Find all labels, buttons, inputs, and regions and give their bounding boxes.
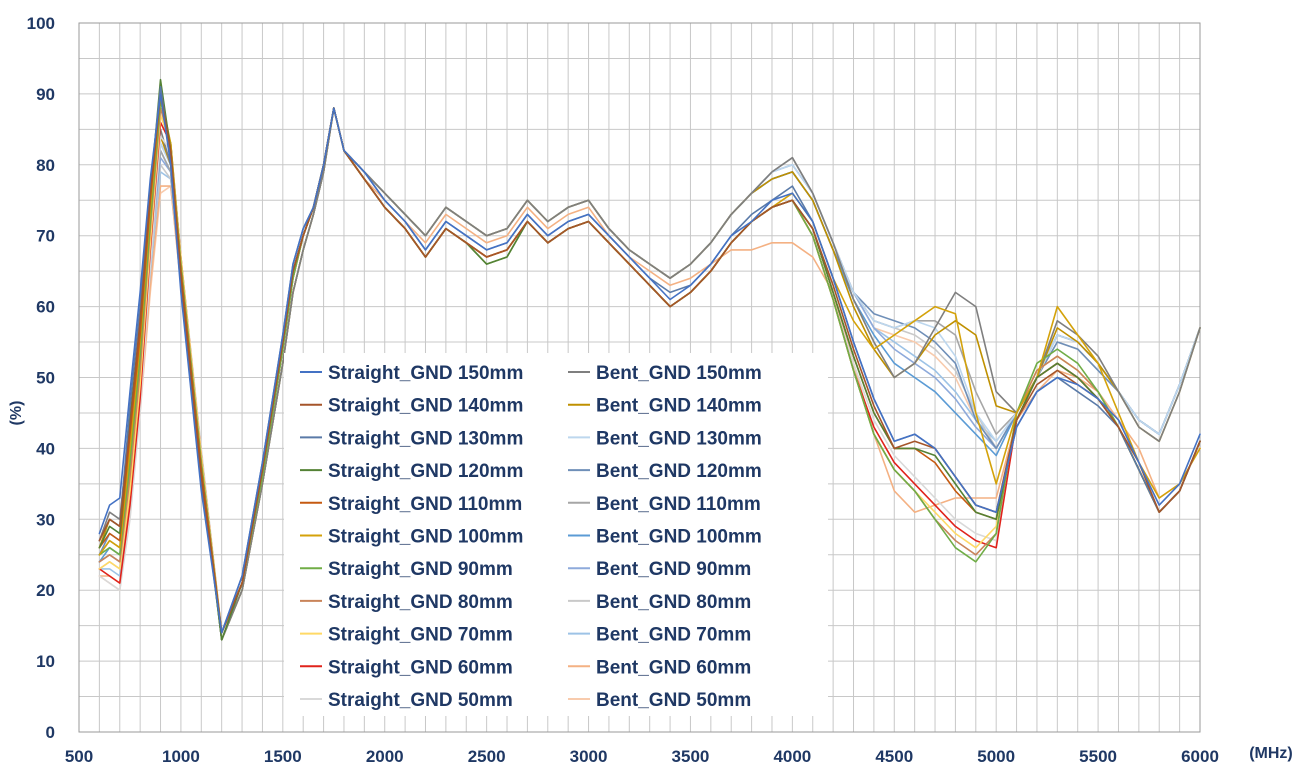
x-tick-label: 2000: [366, 747, 404, 766]
legend-entry: Straight_GND 60mm: [328, 657, 513, 678]
y-tick-label: 80: [36, 156, 55, 175]
y-tick-label: 20: [36, 581, 55, 600]
series-lines: [98, 78, 1201, 641]
x-axis-ticks: 500 1000 1500 2000 2500 3000 3500 4000 4500 5000 5…: [65, 747, 1219, 766]
y-tick-label: 50: [36, 369, 55, 388]
legend-entry: Bent_GND 70mm: [596, 625, 751, 646]
y-tick-label: 90: [36, 85, 55, 104]
legend-entry: Straight_GND 140mm: [328, 396, 523, 417]
x-tick-label: 3000: [570, 747, 608, 766]
x-tick-label: 3500: [672, 747, 710, 766]
x-tick-label: 1500: [264, 747, 302, 766]
legend: Straight_GND 150mm Straight_GND 140mm Stra…: [284, 353, 828, 716]
x-tick-label: 1000: [162, 747, 200, 766]
legend-entry: Straight_GND 50mm: [328, 690, 513, 711]
legend-entry: Straight_GND 70mm: [328, 625, 513, 646]
plot-frame: [78, 22, 1201, 733]
x-tick-label: 4500: [875, 747, 913, 766]
legend-entry: Straight_GND 150mm: [328, 363, 523, 384]
legend-entry: Bent_GND 140mm: [596, 396, 762, 417]
legend-entry: Bent_GND 60mm: [596, 657, 751, 678]
y-tick-label: 0: [46, 723, 55, 742]
legend-box: [284, 353, 828, 716]
legend-entry: Straight_GND 100mm: [328, 527, 523, 548]
legend-entry: Straight_GND 80mm: [328, 592, 513, 613]
legend-entry: Bent_GND 50mm: [596, 690, 751, 711]
series-line: [98, 93, 1201, 634]
y-tick-label: 10: [36, 652, 55, 671]
x-axis-label: (MHz): [1249, 745, 1293, 762]
legend-entry: Bent_GND 110mm: [596, 494, 761, 515]
legend-entry: Bent_GND 90mm: [596, 559, 751, 580]
y-tick-label: 40: [36, 439, 55, 458]
y-tick-label: 100: [27, 14, 55, 33]
x-tick-label: 6000: [1181, 747, 1219, 766]
x-tick-label: 500: [65, 747, 93, 766]
legend-entry: Straight_GND 130mm: [328, 428, 523, 449]
legend-entry: Bent_GND 80mm: [596, 592, 751, 613]
legend-entry: Bent_GND 130mm: [596, 428, 762, 449]
x-tick-label: 5500: [1079, 747, 1117, 766]
legend-entry: Straight_GND 90mm: [328, 559, 513, 580]
x-tick-label: 5000: [977, 747, 1015, 766]
y-axis-ticks: 0 10 20 30 40 50 60 70 80 90 100: [27, 14, 55, 742]
x-tick-label: 4000: [773, 747, 811, 766]
legend-entry: Straight_GND 120mm: [328, 461, 523, 482]
legend-entry: Bent_GND 120mm: [596, 461, 762, 482]
y-tick-label: 30: [36, 510, 55, 529]
y-axis-label: (%): [8, 401, 25, 426]
x-tick-label: 2500: [468, 747, 506, 766]
y-tick-label: 60: [36, 298, 55, 317]
y-tick-label: 70: [36, 227, 55, 246]
legend-entry: Straight_GND 110mm: [328, 494, 522, 515]
legend-entry: Bent_GND 150mm: [596, 363, 762, 384]
legend-entry: Bent_GND 100mm: [596, 527, 762, 548]
